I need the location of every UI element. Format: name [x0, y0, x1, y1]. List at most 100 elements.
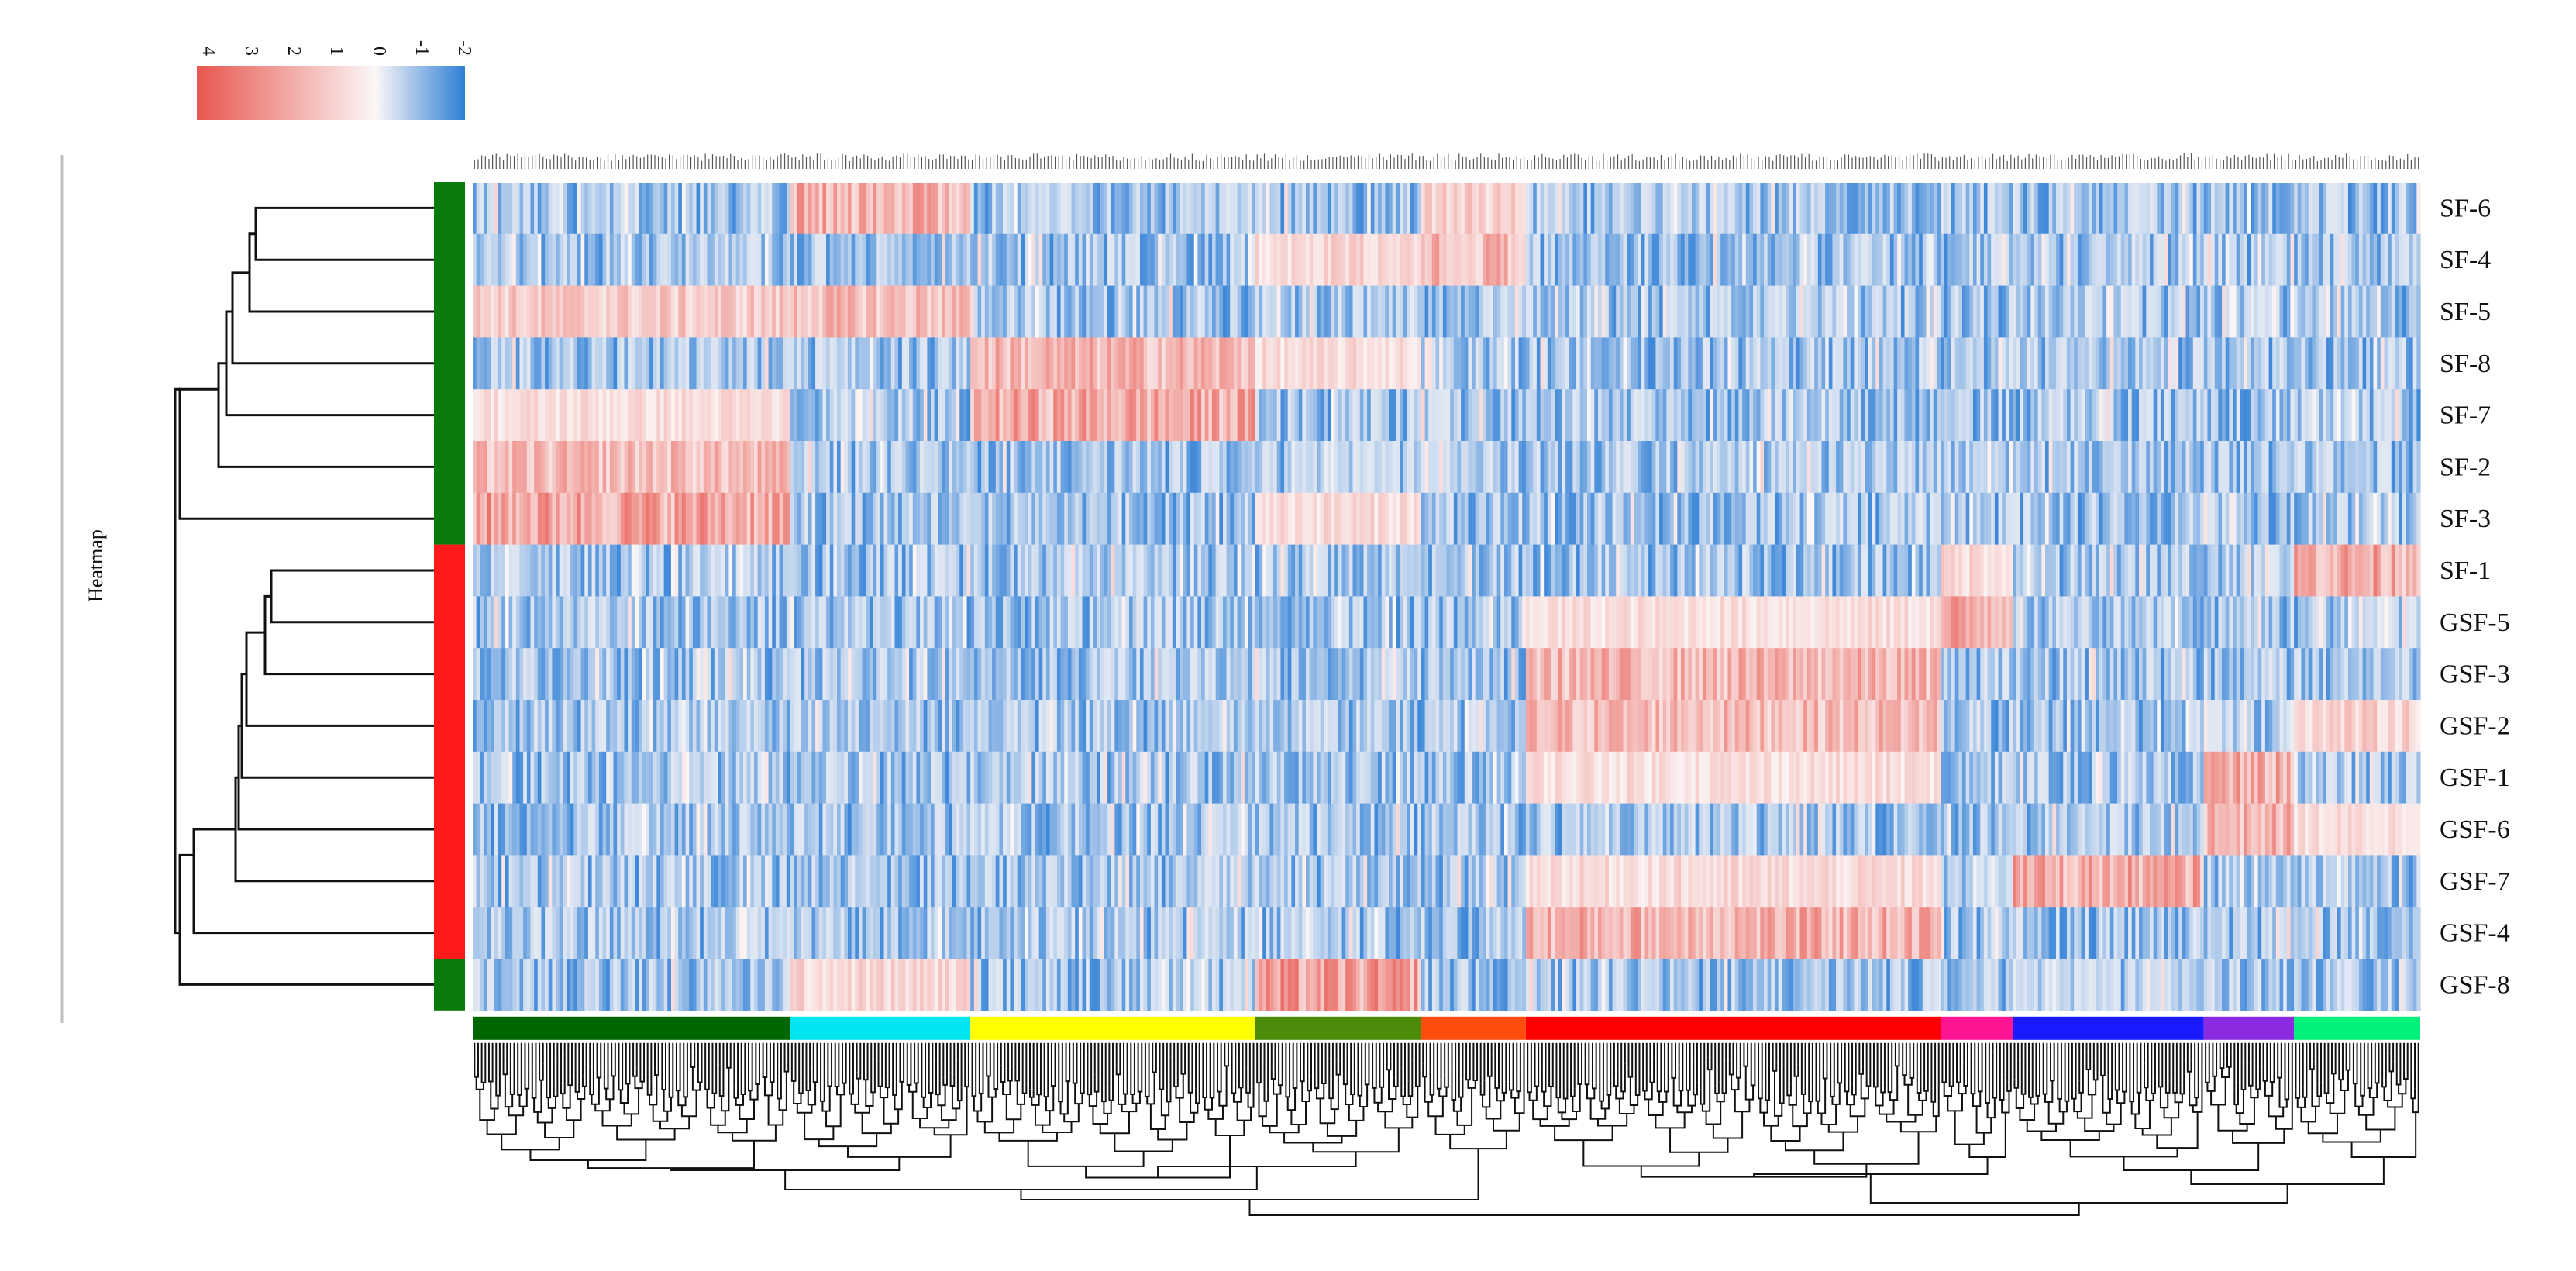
heatmap-cell	[541, 545, 545, 597]
heatmap-cell	[1530, 545, 1534, 597]
heatmap-cell	[1461, 234, 1465, 286]
heatmap-cell	[1421, 286, 1425, 338]
heatmap-cell	[1937, 441, 1941, 493]
heatmap-cell	[1779, 182, 1782, 234]
heatmap-cell	[2164, 286, 2168, 338]
heatmap-cell	[859, 234, 863, 286]
heatmap-cell	[1713, 545, 1717, 597]
heatmap-cell	[1382, 337, 1386, 389]
heatmap-cell	[902, 337, 906, 389]
heatmap-cell	[505, 441, 509, 493]
heatmap-cell	[2078, 182, 2082, 234]
heatmap-cell	[905, 286, 909, 338]
heatmap-cell	[610, 337, 614, 389]
heatmap-cell	[494, 234, 498, 286]
heatmap-cell	[1591, 389, 1595, 441]
heatmap-cell	[671, 493, 675, 545]
heatmap-cell	[2128, 389, 2132, 441]
heatmap-cell	[852, 545, 856, 597]
heatmap-cell	[1530, 182, 1534, 234]
heatmap-cell	[1616, 441, 1620, 493]
heatmap-cell	[2384, 389, 2388, 441]
heatmap-cell	[2030, 286, 2034, 338]
heatmap-cell	[1432, 234, 1436, 286]
heatmap-cell	[639, 545, 642, 597]
heatmap-cell	[2280, 493, 2284, 545]
heatmap-cell	[2294, 441, 2298, 493]
heatmap-cell	[2326, 182, 2330, 234]
heatmap-cell	[1901, 493, 1905, 545]
heatmap-cell	[613, 596, 617, 648]
heatmap-cell	[2406, 182, 2409, 234]
heatmap-cell	[1079, 286, 1083, 338]
heatmap-cell	[852, 286, 856, 338]
heatmap-cell	[2312, 337, 2316, 389]
heatmap-cell	[938, 389, 942, 441]
heatmap-cell	[2301, 337, 2305, 389]
heatmap-cell	[797, 389, 801, 441]
heatmap-cell	[855, 337, 859, 389]
heatmap-cell	[1829, 545, 1833, 597]
heatmap-cell	[2110, 234, 2114, 286]
heatmap-cell	[1569, 441, 1573, 493]
heatmap-cell	[1666, 493, 1670, 545]
heatmap-cell	[2092, 286, 2096, 338]
heatmap-cell	[754, 337, 758, 389]
heatmap-cell	[1082, 545, 1086, 597]
heatmap-cell	[988, 389, 992, 441]
heatmap-cell	[520, 493, 524, 545]
heatmap-cell	[2344, 389, 2348, 441]
heatmap-cell	[1403, 493, 1407, 545]
heatmap-cell	[1944, 286, 1948, 338]
legend-tick-label: -2	[454, 40, 474, 56]
heatmap-cell	[1847, 389, 1851, 441]
heatmap-cell	[1537, 389, 1541, 441]
heatmap-cell	[970, 441, 974, 493]
heatmap-cell	[678, 234, 682, 286]
heatmap-cell	[1775, 337, 1779, 389]
heatmap-cell	[1025, 545, 1028, 597]
heatmap-cell	[1129, 441, 1133, 493]
heatmap-cell	[2392, 182, 2395, 234]
heatmap-cell	[2164, 337, 2168, 389]
heatmap-cell	[556, 389, 560, 441]
heatmap-cell	[1334, 286, 1338, 338]
heatmap-cell	[1186, 182, 1190, 234]
heatmap-cell	[830, 441, 834, 493]
heatmap-cell	[1915, 234, 1919, 286]
heatmap-cell	[621, 234, 625, 286]
heatmap-cell	[787, 286, 790, 338]
heatmap-cell	[2337, 545, 2341, 597]
heatmap-cell	[2359, 493, 2363, 545]
heatmap-cell	[1753, 337, 1757, 389]
heatmap-cell	[1328, 389, 1331, 441]
heatmap-cell	[728, 389, 732, 441]
heatmap-cell	[780, 286, 783, 338]
heatmap-cell	[704, 182, 708, 234]
heatmap-cell	[1583, 182, 1587, 234]
heatmap-cell	[1046, 286, 1050, 338]
heatmap-cell	[498, 234, 502, 286]
heatmap-cell	[2110, 286, 2114, 338]
heatmap-cell	[527, 493, 531, 545]
heatmap-cell	[1587, 389, 1591, 441]
heatmap-cell	[1255, 286, 1259, 338]
heatmap-cell	[2222, 337, 2226, 389]
heatmap-cell	[1793, 286, 1796, 338]
heatmap-cell	[780, 337, 783, 389]
heatmap-cell	[1428, 337, 1432, 389]
heatmap-cell	[1771, 234, 1775, 286]
heatmap-cell	[715, 389, 718, 441]
heatmap-cell	[942, 286, 945, 338]
heatmap-cell	[1731, 545, 1735, 597]
heatmap-cell	[715, 493, 718, 545]
heatmap-cell	[704, 493, 708, 545]
heatmap-cell	[1068, 389, 1072, 441]
heatmap-cell	[1901, 441, 1905, 493]
heatmap-cell	[660, 234, 664, 286]
heatmap-cell	[689, 596, 693, 648]
heatmap-cell	[1685, 545, 1689, 597]
heatmap-cell	[649, 596, 653, 648]
heatmap-cell	[549, 234, 553, 286]
heatmap-cell	[487, 234, 491, 286]
